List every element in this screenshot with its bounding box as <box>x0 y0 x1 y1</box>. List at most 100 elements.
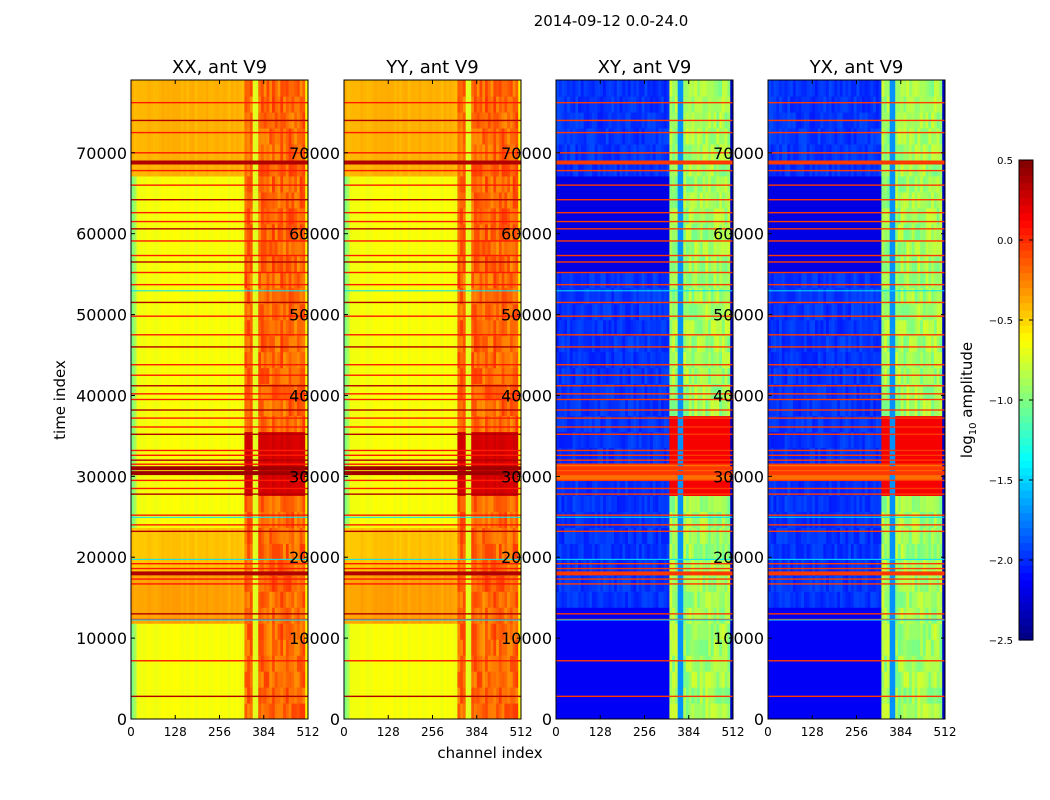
x-tick-label: 128 <box>377 725 400 739</box>
colorbar-swatch <box>1019 362 1033 371</box>
x-tick-label: 384 <box>889 725 912 739</box>
panel-title: YY, ant V9 <box>385 57 478 78</box>
colorbar-swatch <box>1019 347 1033 356</box>
colorbar-swatch <box>1019 452 1033 461</box>
colorbar-swatch <box>1019 220 1033 229</box>
panel-4: YX, ant V9 0 128 256 384 512 0 10000 20000 30000 4… <box>713 57 956 739</box>
y-tick-label: 30000 <box>76 467 127 486</box>
colorbar-swatch <box>1019 467 1033 476</box>
y-tick-label: 70000 <box>76 144 127 163</box>
heatmap-image <box>344 80 521 719</box>
y-tick-label: 30000 <box>289 467 340 486</box>
colorbar-swatch <box>1019 407 1033 416</box>
y-tick-label: 20000 <box>76 548 127 567</box>
colorbar-label: log10 amplitude <box>958 342 979 458</box>
y-tick-label: 10000 <box>76 629 127 648</box>
colorbar-swatch <box>1019 565 1033 574</box>
colorbar-swatch <box>1019 280 1033 289</box>
colorbar-swatch <box>1019 482 1033 491</box>
colorbar-swatch <box>1019 167 1033 176</box>
colorbar-tick-label: −1.0 <box>989 396 1013 407</box>
colorbar-swatch <box>1019 400 1033 409</box>
colorbar-swatch <box>1019 437 1033 446</box>
colorbar-tick-label: 0.0 <box>997 236 1013 247</box>
y-tick-label: 60000 <box>76 225 127 244</box>
colorbar-swatch <box>1019 175 1033 184</box>
colorbar-swatch <box>1019 355 1033 364</box>
colorbar-swatch <box>1019 475 1033 484</box>
x-tick-label: 512 <box>297 725 320 739</box>
colorbar-swatch <box>1019 242 1033 251</box>
colorbar-swatch <box>1019 625 1033 634</box>
colorbar-swatch <box>1019 422 1033 431</box>
y-tick-label: 20000 <box>289 548 340 567</box>
figure-title: 2014-09-12 0.0-24.0 <box>533 12 689 30</box>
colorbar-swatch <box>1019 272 1033 281</box>
colorbar-swatch <box>1019 572 1033 581</box>
colorbar-swatch <box>1019 332 1033 341</box>
colorbar-swatch <box>1019 377 1033 386</box>
x-tick-label: 256 <box>845 725 868 739</box>
x-tick-label: 384 <box>465 725 488 739</box>
y-tick-label: 10000 <box>501 629 552 648</box>
heatmap-image <box>556 80 733 719</box>
colorbar-swatch <box>1019 520 1033 529</box>
y-tick-label: 0 <box>330 710 340 729</box>
colorbar-swatch <box>1019 212 1033 221</box>
x-tick-label: 128 <box>801 725 824 739</box>
colorbar-swatch <box>1019 527 1033 536</box>
colorbar-swatch <box>1019 460 1033 469</box>
colorbar-swatch <box>1019 617 1033 626</box>
y-tick-label: 10000 <box>713 629 764 648</box>
colorbar-swatch <box>1019 535 1033 544</box>
colorbar-swatch <box>1019 557 1033 566</box>
colorbar-swatch <box>1019 250 1033 259</box>
panel-3: XY, ant V9 0 128 256 384 512 0 10000 20000 30000 4… <box>501 57 744 739</box>
heatmap-panels: XX, ant V9 0 128 256 384 512 0 10000 20000 30000 4… <box>76 57 956 739</box>
colorbar-swatch <box>1019 392 1033 401</box>
colorbar-swatch <box>1019 227 1033 236</box>
colorbar-swatch <box>1019 302 1033 311</box>
y-tick-label: 50000 <box>501 306 552 325</box>
x-tick-label: 128 <box>164 725 187 739</box>
y-tick-label: 40000 <box>289 386 340 405</box>
colorbar-swatch <box>1019 610 1033 619</box>
colorbar-swatch <box>1019 587 1033 596</box>
colorbar-swatch <box>1019 287 1033 296</box>
colorbar-swatch <box>1019 430 1033 439</box>
y-tick-label: 40000 <box>501 386 552 405</box>
y-tick-label: 20000 <box>713 548 764 567</box>
y-tick-label: 0 <box>117 710 127 729</box>
y-tick-label: 60000 <box>713 225 764 244</box>
colorbar-swatch <box>1019 602 1033 611</box>
x-tick-label: 512 <box>934 725 957 739</box>
colorbar-tick-label: −2.5 <box>989 636 1013 647</box>
colorbar-swatch <box>1019 445 1033 454</box>
y-tick-label: 50000 <box>713 306 764 325</box>
x-tick-label: 256 <box>208 725 231 739</box>
x-tick-label: 0 <box>764 725 772 739</box>
y-tick-label: 0 <box>754 710 764 729</box>
y-tick-label: 10000 <box>289 629 340 648</box>
x-tick-label: 512 <box>510 725 533 739</box>
y-tick-label: 70000 <box>713 144 764 163</box>
y-tick-label: 50000 <box>289 306 340 325</box>
colorbar-swatch <box>1019 190 1033 199</box>
colorbar-swatch <box>1019 295 1033 304</box>
panel-title: XY, ant V9 <box>598 57 692 78</box>
colorbar-swatch <box>1019 542 1033 551</box>
x-tick-label: 0 <box>127 725 135 739</box>
x-tick-label: 0 <box>340 725 348 739</box>
colorbar-swatch <box>1019 310 1033 319</box>
x-tick-label: 256 <box>633 725 656 739</box>
x-tick-label: 384 <box>252 725 275 739</box>
x-tick-label: 384 <box>677 725 700 739</box>
y-tick-label: 30000 <box>501 467 552 486</box>
panel-title: YX, ant V9 <box>809 57 904 78</box>
colorbar-swatch <box>1019 160 1033 169</box>
heatmap-image <box>131 80 308 719</box>
y-tick-label: 30000 <box>713 467 764 486</box>
y-tick-label: 60000 <box>501 225 552 244</box>
x-tick-label: 256 <box>421 725 444 739</box>
